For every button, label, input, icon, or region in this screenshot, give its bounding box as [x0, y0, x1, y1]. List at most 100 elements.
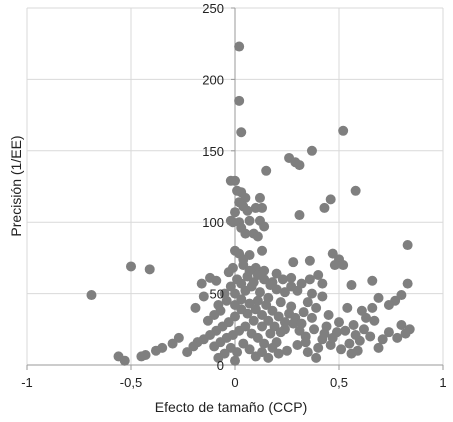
x-axis-title: Efecto de tamaño (CCP) [155, 399, 308, 415]
data-point [313, 270, 324, 281]
data-point [319, 202, 330, 213]
data-point [344, 338, 355, 349]
data-point [392, 332, 403, 343]
data-point [279, 317, 290, 328]
tick-labels: 0 50 100 150 200 250 -1 -0,5 0 0,5 1 [21, 1, 446, 390]
data-point [219, 288, 230, 299]
data-point [244, 344, 255, 355]
data-point [198, 291, 209, 302]
y-tick-label: 250 [202, 1, 224, 16]
data-point [306, 312, 317, 323]
x-tick-label: 0,5 [330, 375, 348, 390]
data-point [240, 228, 251, 239]
y-tick-label: 50 [210, 287, 224, 302]
data-point [182, 347, 193, 358]
y-tick-label: 200 [202, 72, 224, 87]
data-point [236, 127, 247, 138]
data-point [350, 185, 361, 196]
data-point [396, 290, 407, 301]
data-point [240, 321, 251, 332]
data-point [279, 287, 290, 298]
data-point [252, 295, 263, 306]
data-point [383, 327, 394, 338]
data-point [306, 288, 317, 299]
data-point [338, 260, 349, 271]
data-point [304, 274, 315, 285]
data-point [369, 315, 380, 326]
data-point [254, 192, 265, 203]
data-point [311, 302, 322, 313]
data-point [225, 281, 236, 292]
data-point [350, 330, 361, 341]
data-point [367, 275, 378, 286]
data-point [236, 294, 247, 305]
y-tick-label: 150 [202, 144, 224, 159]
data-point [86, 290, 97, 301]
data-point [331, 327, 342, 338]
data-point [196, 278, 207, 289]
data-point [334, 317, 344, 328]
data-point [296, 318, 307, 329]
data-point [304, 255, 315, 266]
data-point [254, 287, 265, 298]
data-point [340, 325, 351, 336]
data-point [348, 320, 359, 331]
y-tick-label: 100 [202, 215, 224, 230]
data-point [352, 345, 363, 356]
data-point [144, 264, 155, 275]
data-point [309, 324, 320, 335]
data-point [313, 342, 324, 353]
data-point [396, 320, 407, 331]
data-point [373, 342, 384, 353]
data-point [213, 352, 224, 363]
data-point [230, 207, 240, 218]
data-point [302, 297, 313, 308]
data-point [234, 95, 245, 106]
data-point [377, 334, 388, 345]
data-point [302, 347, 313, 358]
data-point [261, 165, 272, 176]
data-point [263, 352, 274, 363]
data-point [275, 297, 286, 308]
x-tick-label: -1 [21, 375, 33, 390]
data-point [325, 194, 336, 205]
data-point [230, 355, 240, 366]
data-point [257, 245, 268, 256]
data-point [271, 268, 282, 279]
data-point [329, 260, 340, 271]
data-point [300, 337, 311, 348]
y-axis-title: Precisión (1/EE) [8, 135, 24, 236]
data-point [257, 202, 268, 213]
data-point [252, 270, 263, 281]
data-point [119, 355, 130, 366]
data-point [227, 262, 238, 273]
data-point [252, 231, 263, 242]
data-point [236, 278, 247, 289]
data-point [234, 41, 245, 52]
data-point [259, 221, 270, 232]
data-point [358, 324, 369, 335]
data-point [167, 338, 178, 349]
data-point [225, 175, 236, 186]
data-point [294, 160, 305, 171]
data-point [244, 215, 255, 226]
data-point [336, 344, 347, 355]
data-point [292, 340, 303, 351]
data-point [190, 302, 201, 313]
data-point [232, 347, 243, 358]
data-point [323, 310, 334, 321]
data-point [294, 210, 305, 221]
data-point [298, 307, 309, 318]
data-point [361, 312, 372, 323]
data-point [282, 345, 292, 356]
data-point [273, 348, 284, 359]
data-point [150, 345, 161, 356]
data-point [383, 300, 394, 311]
y-tick-label: 0 [217, 358, 224, 373]
data-point [317, 278, 328, 289]
x-tick-label: -0,5 [120, 375, 142, 390]
data-point [342, 302, 353, 313]
data-point [321, 321, 332, 332]
data-point [275, 327, 286, 338]
